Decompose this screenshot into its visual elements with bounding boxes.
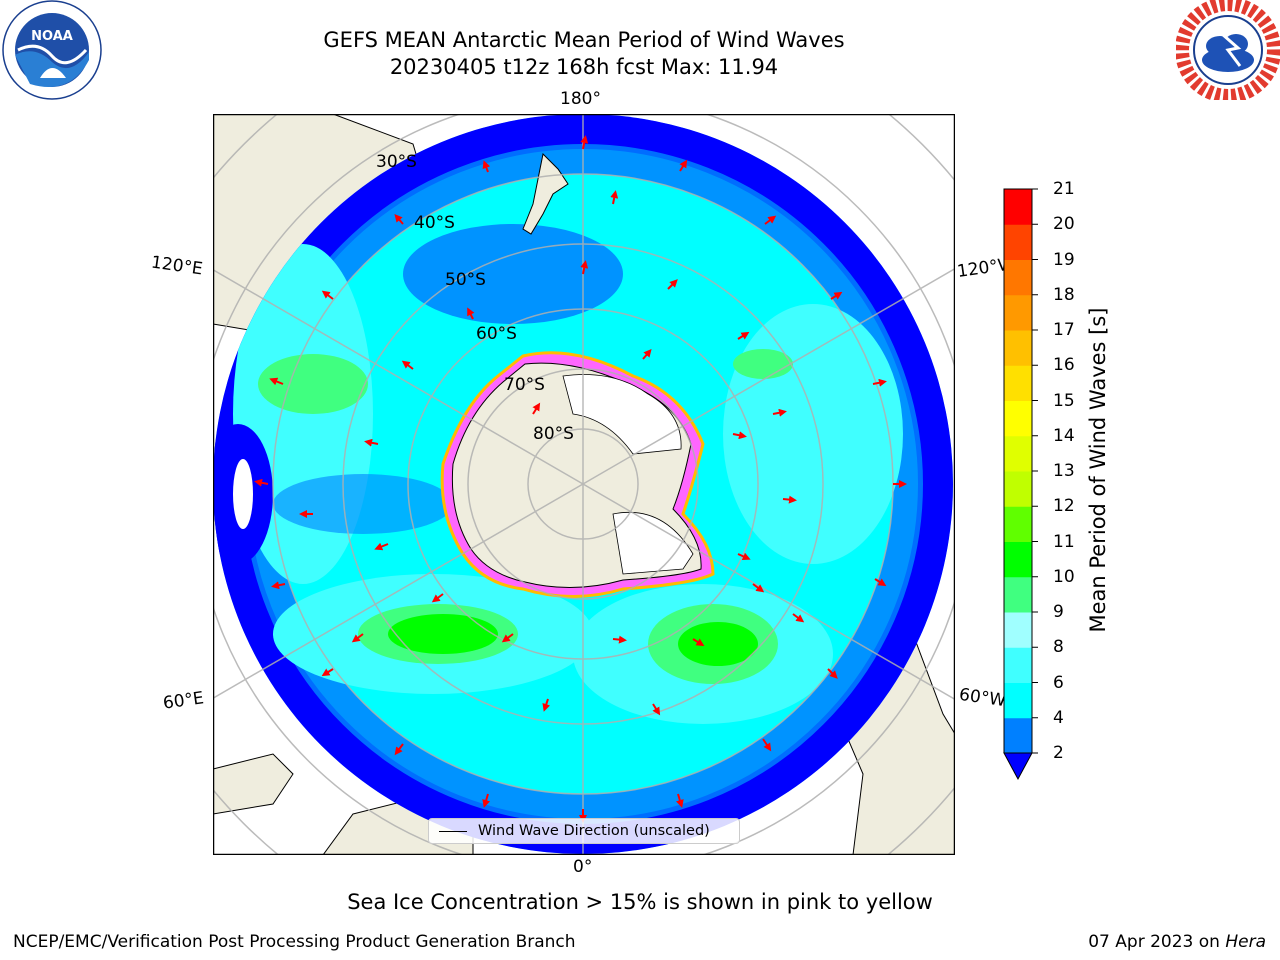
colorbar-tick-label: 21 [1053,179,1075,199]
colorbar-tick-label: 14 [1053,425,1075,446]
lon-label-180: 180° [560,89,601,109]
lat-label-70s: 70°S [504,375,545,395]
new-zealand [522,152,569,235]
ross-ice-shelf [562,374,682,455]
colorbar-tick-label: 17 [1053,320,1075,340]
colorbar [1003,188,1038,781]
ronne-ice-shelf [612,511,694,575]
colorbar-segment [1004,612,1032,648]
colorbar-tick-label: 15 [1053,390,1075,411]
colorbar-segment [1004,576,1032,613]
colorbar-tick-label: 10 [1053,566,1075,587]
colorbar-segment [1004,189,1032,225]
lat-label-60s: 60°S [476,324,517,344]
colorbar-tick-label: 4 [1053,707,1064,728]
colorbar-segment [1004,435,1032,472]
colorbar-segment [1004,541,1032,578]
lon-label-60e: 60°E [161,688,206,714]
colorbar-tick-label: 18 [1053,284,1075,305]
lat-label-30s: 30°S [376,152,417,172]
noaa-logo: NOAA [2,0,102,100]
lat-label-80s: 80°S [533,424,574,444]
colorbar-segment [1004,365,1032,401]
colorbar-segment [1004,647,1032,683]
noaa-logo-text: NOAA [31,29,73,44]
chart-title: GEFS MEAN Antarctic Mean Period of Wind … [323,28,845,52]
colorbar-segment [1004,330,1032,366]
colorbar-tick-label: 11 [1053,531,1075,552]
footer-date: 07 Apr 2023 on Hera [1088,932,1266,952]
colorbar-tick-label: 2 [1053,743,1064,763]
colorbar-tick-label: 19 [1053,249,1075,270]
colorbar-segment [1004,717,1032,754]
colorbar-tick-label: 13 [1053,461,1075,481]
map-legend: Wind Wave Direction (unscaled) [428,818,740,844]
wind-wave-arrows [254,135,907,823]
colorbar-segment [1004,682,1032,719]
colorbar-segment [1004,224,1032,260]
colorbar-title: Mean Period of Wind Waves [s] [1086,307,1110,633]
footer-credit: NCEP/EMC/Verification Post Processing Pr… [13,932,576,952]
legend-label: Wind Wave Direction (unscaled) [478,823,710,839]
chart-subtitle: 20230405 t12z 168h fcst Max: 11.94 [389,55,779,79]
legend-line-symbol [439,831,467,832]
colorbar-segment [1004,259,1032,296]
footer-machine: Hera [1225,932,1266,952]
polar-map [213,114,955,855]
lon-label-120e: 120°E [149,252,204,280]
lat-label-40s: 40°S [414,213,455,233]
colorbar-segment [1004,506,1032,542]
colorbar-under-arrow [1003,752,1033,781]
footer-date-text: 07 Apr 2023 on [1088,932,1220,952]
nws-logo [1176,0,1280,100]
colorbar-segment [1004,400,1032,437]
colorbar-tick-label: 9 [1053,602,1064,622]
colorbar-tick-label: 8 [1053,637,1064,658]
colorbar-segment [1004,471,1032,507]
colorbar-tick-label: 6 [1053,672,1064,693]
lon-label-0: 0° [573,857,593,877]
colorbar-tick-label: 12 [1053,496,1075,517]
map-frame [213,114,955,855]
colorbar-segment [1004,294,1032,331]
colorbar-tick-label: 16 [1053,355,1075,376]
colorbar-tick-label: 20 [1053,214,1075,235]
lat-label-50s: 50°S [445,270,486,290]
ice-note: Sea Ice Concentration > 15% is shown in … [347,890,933,914]
